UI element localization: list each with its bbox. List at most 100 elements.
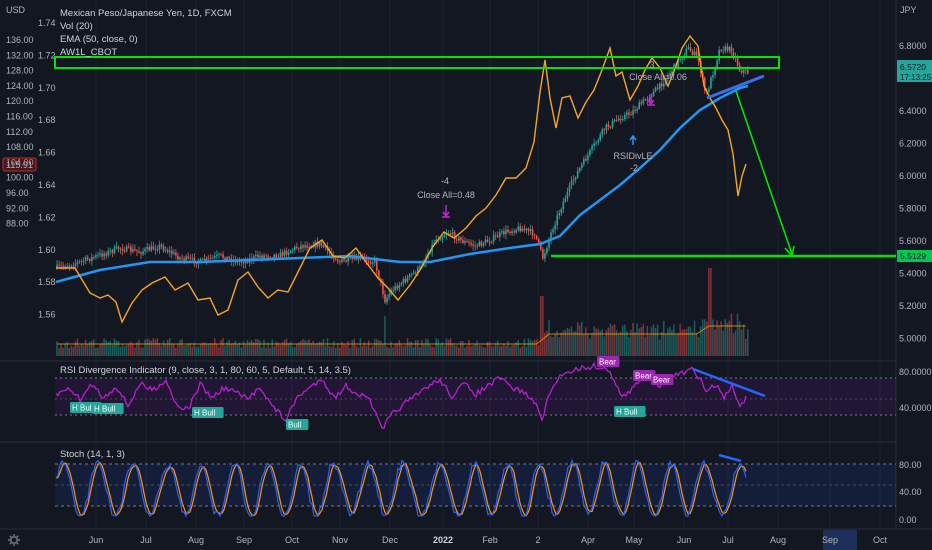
left-outer-tick: 124.00	[6, 81, 34, 91]
left-inner-tick: 1.68	[38, 115, 56, 125]
time-tick: Oct	[285, 535, 300, 545]
right-tick: 5.8000	[899, 204, 927, 214]
time-axis-highlight	[823, 530, 857, 550]
left-inner-tick: 1.70	[38, 83, 56, 93]
left-price-value: 115.91	[6, 160, 33, 170]
rsi-divergence-line	[692, 367, 766, 398]
time-tick: Sep	[236, 535, 252, 545]
legend-vol[interactable]: Vol (20)	[60, 21, 93, 32]
volume-ma-line	[57, 325, 746, 345]
left-outer-tick: 100.00	[6, 173, 34, 183]
left-inner-tick: 1.58	[38, 277, 56, 287]
stoch-k-line	[55, 458, 747, 518]
annotation-minus2: -2	[630, 163, 638, 173]
time-tick: Feb	[482, 535, 498, 545]
support-price-tag	[897, 250, 932, 262]
rsi-tag-2: H Bull	[194, 409, 216, 418]
stoch-axis-0: 0.00	[899, 515, 917, 525]
left-inner-tick: 1.56	[38, 310, 56, 320]
rsi-tag-7: Bear	[653, 376, 670, 385]
left-currency: USD	[6, 5, 26, 15]
rsi-tag-0: H Bull	[72, 404, 94, 413]
annotation-three: 3	[649, 60, 654, 70]
right-tick: 6.2000	[899, 139, 927, 149]
time-tick: 2022	[433, 535, 453, 545]
ema-line	[55, 84, 749, 284]
left-outer-tick: 88.00	[6, 219, 29, 229]
left-outer-tick: 120.00	[6, 96, 34, 106]
rsi-tag-5: Bear	[599, 358, 616, 367]
stoch-axis-40: 40.00	[899, 487, 922, 497]
left-inner-tick: 1.64	[38, 180, 56, 190]
left-outer-tick: 104.00	[6, 157, 34, 167]
time-tick: Jul	[722, 535, 734, 545]
rsi-title[interactable]: RSI Divergence Indicator (9, close, 3, 1…	[60, 365, 351, 376]
left-outer-tick: 96.00	[6, 188, 29, 198]
rsi-tag-6: Bear	[635, 372, 652, 381]
right-tick: 6.8000	[899, 41, 927, 51]
left-axis-inner: 1.74 1.72 1.70 1.68 1.66 1.64 1.62 1.60 1.58 1.56	[38, 18, 56, 320]
rsi-tag-1: H Bull	[94, 405, 116, 414]
left-outer-tick: 136.00	[6, 35, 34, 45]
vertical-grid	[95, 0, 881, 529]
legend-aw[interactable]: AW1L_CBOT	[60, 47, 117, 58]
time-tick: Jun	[89, 535, 104, 545]
rsi-tag-4: H Bull	[616, 408, 638, 417]
right-currency: JPY	[900, 5, 917, 15]
left-outer-tick: 128.00	[6, 66, 34, 76]
left-outer-tick: 116.00	[6, 112, 33, 122]
symbol-title[interactable]: Mexican Peso/Japanese Yen, 1D, FXCM	[60, 8, 232, 19]
sell-arrow-icon	[442, 205, 450, 218]
time-tick: Aug	[188, 535, 204, 545]
volume-bars	[56, 268, 749, 356]
left-inner-tick: 1.60	[38, 245, 56, 255]
right-tick: 6.0000	[899, 171, 927, 181]
stoch-axis-80: 80.00	[899, 460, 922, 470]
time-tick: Oct	[873, 535, 888, 545]
left-inner-tick: 1.62	[38, 212, 56, 222]
stoch-divergence-line	[718, 453, 742, 463]
rsi-axis-80: 80.0000	[899, 367, 932, 377]
annotation-close-all-1: Close All=0.48	[417, 190, 475, 200]
right-tick: 5.2000	[899, 301, 927, 311]
trend-line[interactable]	[706, 74, 765, 100]
projection-arrow-head	[784, 245, 795, 258]
resistance-zone[interactable]	[54, 56, 780, 69]
right-tick: 5.0000	[899, 334, 927, 344]
left-outer-tick: 132.00	[6, 50, 34, 60]
time-tick: Sep	[822, 535, 838, 545]
time-tick: Jul	[140, 535, 152, 545]
time-axis: Jun Jul Aug Sep Oct Nov Dec 2022 Feb 2 Apr May Jun Ju…	[89, 535, 888, 545]
projection-arrow[interactable]	[735, 90, 793, 255]
time-tick: May	[625, 535, 643, 545]
sell-arrow-icon-2	[647, 94, 655, 106]
support-price-value: 5.5129	[900, 251, 926, 261]
rsi-line	[55, 361, 747, 429]
stoch-title[interactable]: Stoch (14, 1, 3)	[60, 449, 125, 460]
countdown-value: 17:13:25	[900, 73, 932, 82]
time-tick: Jun	[677, 535, 692, 545]
time-tick: Dec	[382, 535, 399, 545]
left-price-tag	[2, 157, 37, 172]
left-price-tag-bg	[3, 158, 36, 171]
left-inner-tick: 1.72	[38, 50, 56, 60]
legend-ema[interactable]: EMA (50, close, 0)	[60, 34, 138, 45]
annotation-rsidivle: RSIDivLE	[613, 151, 652, 161]
right-tick: 5.4000	[899, 269, 927, 279]
left-outer-tick: 92.00	[6, 203, 29, 213]
aw1l-line	[56, 34, 747, 324]
gear-icon[interactable]	[8, 534, 20, 546]
current-price-tag	[897, 60, 932, 82]
current-price-value: 6.5720	[900, 62, 926, 72]
rsi-axis-40: 40.0000	[899, 403, 932, 413]
time-tick: Nov	[332, 535, 349, 545]
left-axis-outer: 136.00 132.00 128.00 124.00 120.00 116.00 112.…	[6, 35, 34, 229]
annotation-minus4: -4	[441, 176, 449, 186]
time-tick: Apr	[581, 535, 595, 545]
candlesticks[interactable]	[56, 42, 749, 305]
rsi-tag-3: Bull	[288, 421, 302, 430]
right-tick: 6.4000	[899, 106, 927, 116]
